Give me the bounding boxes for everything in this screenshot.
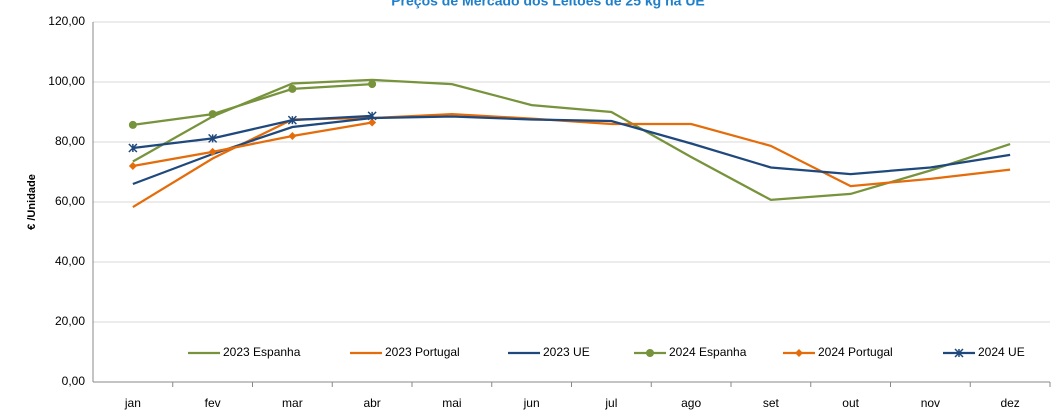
x-tick-label: dez [1000, 396, 1019, 410]
x-tick-label: fev [205, 396, 221, 410]
x-tick-label: ago [681, 396, 701, 410]
y-tick-label: 100,00 [48, 74, 85, 88]
chart-title: Preços de Mercado dos Leitões de 25 kg n… [391, 0, 705, 9]
series-line [132, 112, 1011, 209]
marker [128, 120, 137, 129]
x-tick-label: jan [124, 396, 141, 410]
marker [795, 349, 803, 357]
y-tick-label: 80,00 [55, 134, 85, 148]
marker [208, 110, 217, 119]
y-tick-label: 120,00 [48, 14, 85, 28]
marker [367, 111, 377, 121]
marker [288, 132, 297, 140]
marker [368, 80, 377, 89]
series-line [132, 114, 373, 150]
marker [288, 84, 297, 93]
x-tick-label: jun [523, 396, 540, 410]
x-tick-label: mai [442, 396, 461, 410]
legend-label: 2024 UE [978, 345, 1025, 359]
series-line [132, 78, 1011, 202]
marker [954, 348, 964, 358]
series-line [132, 115, 1011, 186]
y-tick-label: 60,00 [55, 194, 85, 208]
series-line [132, 82, 373, 127]
legend-label: 2023 Portugal [385, 345, 460, 359]
x-tick-label: out [842, 396, 859, 410]
marker [368, 118, 377, 127]
marker [287, 115, 297, 125]
x-tick-label: set [763, 396, 780, 410]
y-tick-label: 0,00 [62, 374, 86, 388]
legend-label: 2024 Espanha [669, 345, 747, 359]
legend-label: 2023 Espanha [223, 345, 301, 359]
series-line [132, 121, 373, 168]
x-tick-label: nov [921, 396, 940, 410]
x-tick-label: jul [604, 396, 617, 410]
x-tick-label: abr [363, 396, 380, 410]
legend-label: 2023 UE [543, 345, 590, 359]
y-tick-label: 20,00 [55, 314, 85, 328]
marker [208, 133, 218, 143]
y-tick-label: 40,00 [55, 254, 85, 268]
marker [128, 143, 138, 153]
x-tick-label: mar [282, 396, 303, 410]
y-axis-label: € /Unidade [26, 174, 38, 230]
marker [128, 162, 137, 170]
marker [646, 349, 654, 357]
marker [208, 147, 217, 156]
legend-label: 2024 Portugal [818, 345, 893, 359]
